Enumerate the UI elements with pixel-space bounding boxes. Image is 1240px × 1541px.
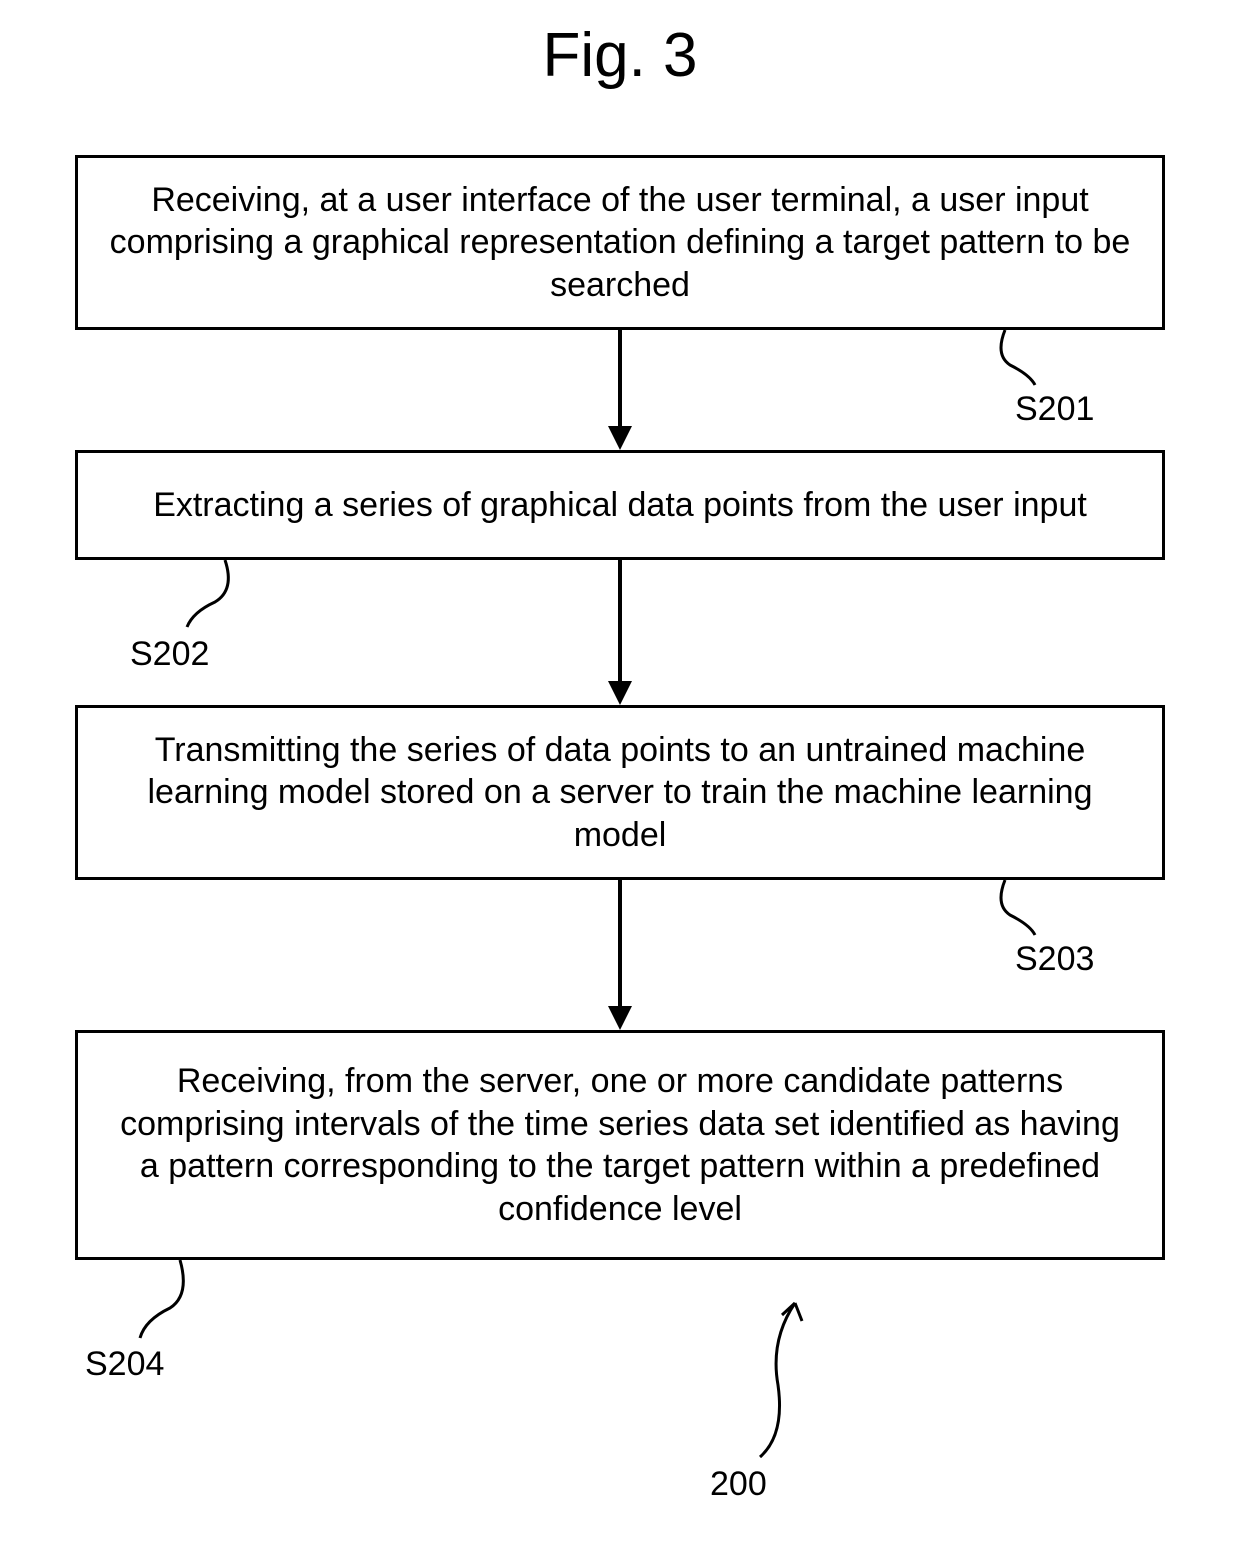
step-label-s201: S201: [1015, 390, 1094, 429]
flow-arrow-head: [608, 681, 632, 705]
flow-arrow-line: [618, 330, 622, 426]
step-label-s203: S203: [1015, 940, 1094, 979]
flow-arrow-line: [618, 560, 622, 681]
flow-step-text: Extracting a series of graphical data po…: [153, 484, 1087, 527]
flow-arrow-head: [608, 426, 632, 450]
flow-step-text: Receiving, at a user interface of the us…: [108, 179, 1132, 307]
figure-title: Fig. 3: [0, 20, 1240, 91]
flowchart-canvas: Fig. 3 Receiving, at a user interface of…: [0, 0, 1240, 1541]
flow-arrow-head: [608, 1006, 632, 1030]
callout-connector: [175, 560, 255, 630]
step-label-s204: S204: [85, 1345, 164, 1384]
flow-step-s204: Receiving, from the server, one or more …: [75, 1030, 1165, 1260]
overall-ref-arrow: [740, 1285, 840, 1460]
step-label-s202: S202: [130, 635, 209, 674]
callout-connector: [985, 880, 1065, 940]
flow-step-text: Transmitting the series of data points t…: [108, 729, 1132, 857]
overall-ref-label: 200: [710, 1465, 767, 1504]
flow-step-s203: Transmitting the series of data points t…: [75, 705, 1165, 880]
callout-connector: [130, 1260, 210, 1340]
flow-step-s202: Extracting a series of graphical data po…: [75, 450, 1165, 560]
flow-arrow-line: [618, 880, 622, 1006]
flow-step-text: Receiving, from the server, one or more …: [108, 1060, 1132, 1230]
callout-connector: [985, 330, 1065, 390]
flow-step-s201: Receiving, at a user interface of the us…: [75, 155, 1165, 330]
